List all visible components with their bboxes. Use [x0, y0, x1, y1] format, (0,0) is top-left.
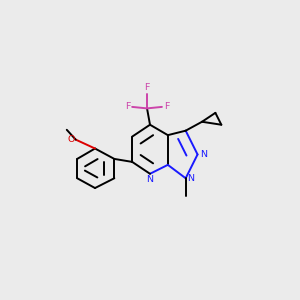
- Text: F: F: [144, 83, 150, 92]
- Text: O: O: [67, 135, 74, 144]
- Text: N: N: [146, 175, 154, 184]
- Text: N: N: [187, 174, 194, 183]
- Text: N: N: [200, 150, 207, 159]
- Text: F: F: [125, 102, 130, 111]
- Text: F: F: [164, 102, 169, 111]
